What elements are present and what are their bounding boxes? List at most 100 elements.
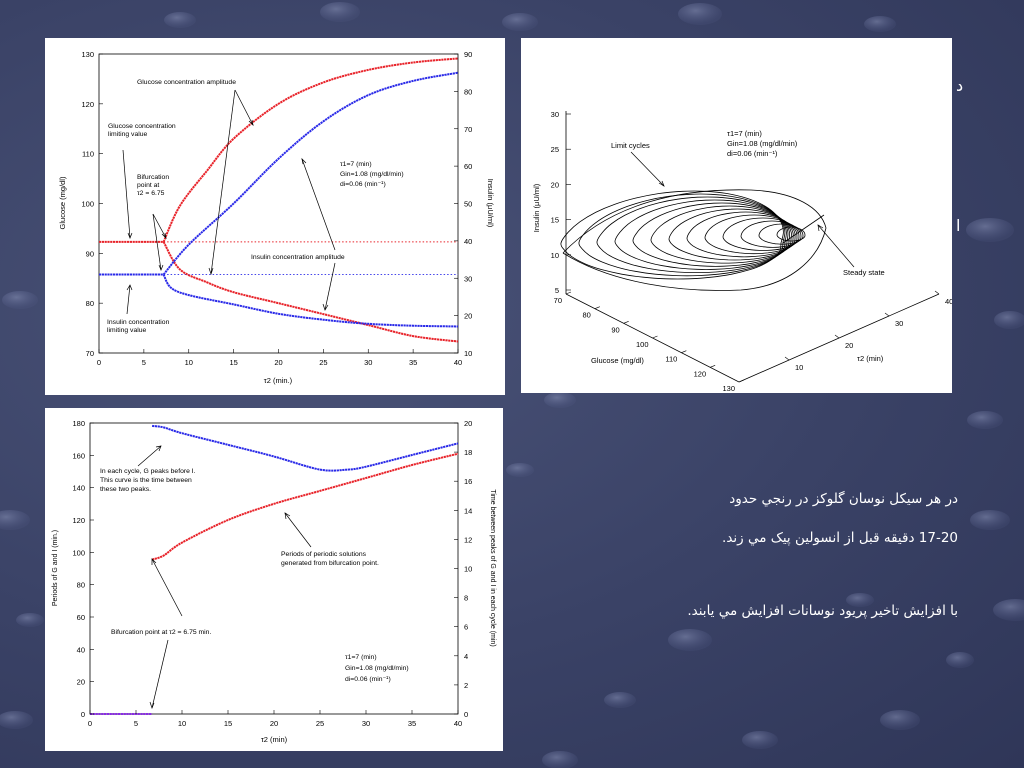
y-tick-label: 110 [82,150,94,159]
y-right-tick-label: 6 [464,623,468,632]
z-tick-mark [834,334,840,339]
annotation-bifurcation-3: τ2 = 6.75 [137,190,165,197]
limit-cycle-curve [740,220,802,248]
annotation-peaks-3: these two peaks. [100,486,151,493]
x-axis-label: τ2 (min.) [264,376,293,385]
y-right-tick-label: 70 [464,125,472,134]
partial-text-1: د [956,76,964,95]
y-right-tick-label: 20 [464,419,472,428]
annotation-gin: Gin=1.08 (mg/dl/min) [345,665,409,672]
annotation-gin: Gin=1.08 (mg/dl/min) [340,171,404,178]
y-right-tick-label: 18 [464,448,472,457]
y-axis-right-label: Time between peaks of G and I in each cy… [489,489,496,646]
x-tick-mark [565,291,572,295]
y-tick-label: 15 [551,216,559,225]
y-tick-label: 10 [551,251,559,260]
z-tick-label: 40 [945,297,952,306]
x-axis-label: Glucose (mg/dl) [591,356,644,365]
y-tick-label: 40 [77,645,85,654]
x-tick-label: 110 [665,355,677,364]
x-tick-label: 0 [88,719,92,728]
z-tick-label: 30 [895,319,903,328]
x-tick-label: 5 [142,358,146,367]
limit-cycle-curve [560,190,784,280]
z-tick-mark [784,356,790,361]
y-right-tick-label: 80 [464,87,472,96]
y-right-tick-label: 14 [464,506,472,515]
x-tick-label: 15 [224,719,232,728]
y-axis-right-label: Insulin (μU/ml) [486,179,495,228]
y-axis-label: Insulin (μU/ml) [532,183,541,232]
x-tick-label: 90 [611,325,619,334]
x-tick-label: 20 [270,719,278,728]
x-tick-mark [738,379,745,383]
y-tick-label: 80 [86,299,94,308]
y-right-tick-label: 40 [464,237,472,246]
y-right-tick-label: 4 [464,652,468,661]
x-tick-mark [594,306,600,309]
z-tick-label: 20 [845,341,853,350]
x-tick-label: 30 [364,358,372,367]
cycle-envelope-top [562,189,827,254]
y-right-tick-label: 60 [464,162,472,171]
annotation-di: di=0.06 (min⁻¹) [727,149,778,158]
z-tick-mark [934,290,940,295]
x-tick-label: 40 [454,719,462,728]
annotation-di: di=0.06 (min⁻¹) [345,676,391,683]
y-right-tick-label: 90 [464,50,472,59]
y-tick-label: 25 [551,145,559,154]
y-tick-label: 100 [81,200,94,209]
y-tick-label: 140 [72,484,85,493]
y-right-tick-label: 20 [464,312,472,321]
limit-cycle-curve [650,205,792,264]
annotation-periods-1: Periods of periodic solutions [281,551,367,558]
y-right-tick-label: 30 [464,274,472,283]
y-tick-label: 20 [551,180,559,189]
y-tick-label: 90 [86,249,94,258]
y-tick-label: 20 [77,678,85,687]
y-tick-label: 70 [86,349,94,358]
annotation-tau1: τ1=7 (min) [345,654,377,661]
y-right-tick-label: 8 [464,594,468,603]
annotation-peaks-1: In each cycle, G peaks before I. [100,468,196,475]
x-tick-label: 35 [409,358,417,367]
y-tick-label: 30 [551,110,559,119]
x-tick-label: 20 [274,358,282,367]
partial-text-2: ا [956,216,961,235]
annotation-insulin-limit-1: Insulin concentration [107,319,170,326]
y-tick-label: 120 [72,516,85,525]
x-tick-label: 10 [185,358,193,367]
limit-cycle-curve [776,226,806,242]
series-line-5 [162,274,459,328]
z-tick-label: 10 [795,363,803,372]
y-axis-label: Periods of G and I (min.) [52,530,59,606]
y-right-tick-label: 10 [464,565,472,574]
persian-line-2: 17-20 دقيقه قبل از انسولين پيک مي زند. [722,530,958,546]
x-tick-label: 25 [316,719,324,728]
annotation-insulin-limit-2: limiting value [107,327,147,334]
x-tick-label: 15 [229,358,237,367]
limit-cycle-curve [578,193,786,277]
z-tick-mark [884,312,890,317]
periods-chart: 0 5 10 15 20 25 30 35 40020406080100120140160180… [52,419,496,744]
y-right-tick-label: 12 [464,535,472,544]
x-tick-label: 70 [554,296,562,305]
x-tick-label: 5 [134,719,138,728]
y-axis-label: Glucose (mg/dl) [58,176,67,229]
annotation-glucose-limit-1: Glucose concentration [108,123,176,130]
limit-cycle-curves [560,189,827,291]
y-tick-label: 60 [77,613,85,622]
periods-chart-panel: 0 5 10 15 20 25 30 35 40 0 20 40 60 80 100 120 140 160 180… [45,408,503,751]
annotation-steady-state: Steady state [843,268,885,277]
y-right-tick-label: 2 [464,681,468,690]
annotation-arrows [122,89,336,315]
y-tick-label: 0 [81,710,85,719]
limit-cycle-curve [614,199,789,270]
steady-state-line [782,214,825,244]
y-tick-label: 160 [72,451,85,460]
annotation-limit-cycles: Limit cycles [611,141,650,150]
bifurcation-chart-panel: 0 5 10 15 20 25 30 35 40 70 80 90 100 110 120 130 10 20 30… [45,38,505,395]
annotation-bifurcation: Bifurcation point at τ2 = 6.75 min. [111,629,211,636]
persian-line-1: در هر سيکل نوسان گلوکز در رنجي حدود [729,491,958,507]
